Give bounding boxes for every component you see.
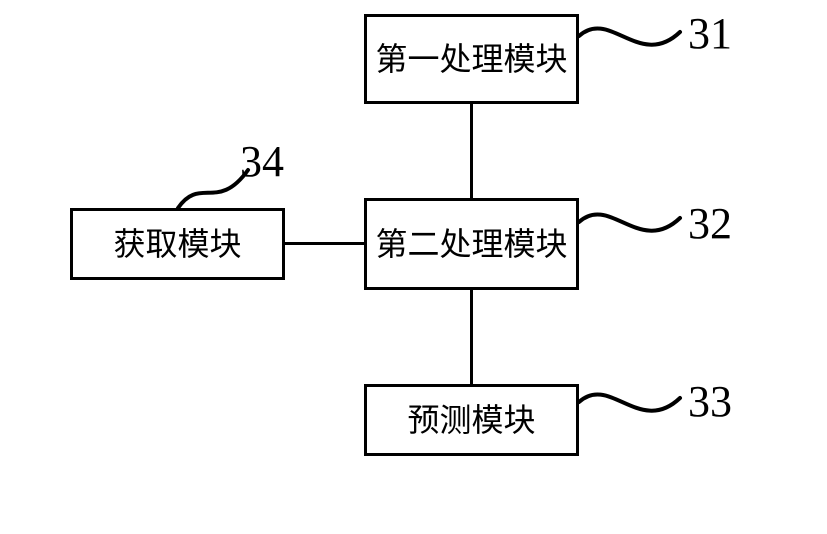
callout-curve-34 — [0, 0, 827, 534]
ref-label-34: 34 — [240, 136, 284, 187]
ref-label-32: 32 — [688, 198, 732, 249]
ref-label-33: 33 — [688, 376, 732, 427]
ref-label-31: 31 — [688, 8, 732, 59]
